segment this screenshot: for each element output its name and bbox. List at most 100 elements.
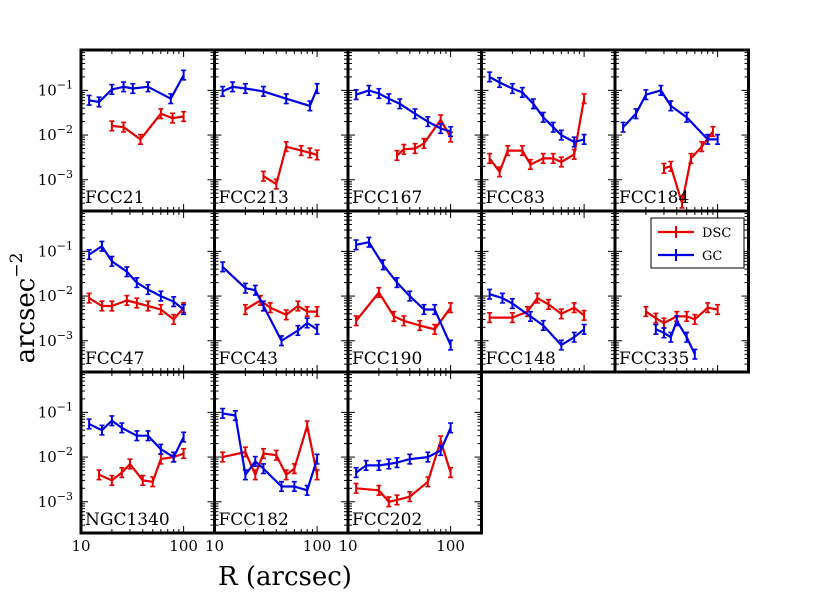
x-tick-label: 100 — [169, 537, 198, 555]
y-tick-label-base: 10 — [38, 332, 57, 350]
panel-fcc184: FCC184 — [613, 48, 750, 213]
y-tick-label-base: 10 — [38, 81, 57, 99]
y-tick-label-exponent: −2 — [57, 445, 73, 458]
y-tick-label-exponent: −3 — [57, 168, 73, 181]
y-axis-title-base: arcsec — [11, 278, 41, 364]
panel-label: FCC202 — [352, 510, 422, 530]
panel-frame — [613, 209, 750, 374]
gc-series-line — [221, 266, 318, 342]
gc-series-line — [355, 427, 452, 474]
dsc-series-line — [488, 98, 586, 173]
panel-data — [643, 302, 721, 360]
panel-frame — [213, 370, 350, 535]
y-tick-label: 10−1 — [38, 400, 73, 421]
x-tick-label: 100 — [303, 537, 332, 555]
panel-data — [353, 84, 454, 162]
panel-data — [487, 71, 587, 178]
y-axis-title-exponent: −2 — [7, 253, 27, 278]
gc-series-line — [489, 75, 585, 144]
gc-series-line — [88, 74, 185, 104]
dsc-series-line — [396, 118, 452, 157]
panel-label: FCC21 — [85, 188, 144, 208]
y-tick-label-base: 10 — [38, 287, 57, 305]
panel-label: FCC184 — [619, 188, 689, 208]
gc-series-line — [355, 89, 451, 133]
panel-fcc213: FCC213 — [213, 48, 350, 213]
panel-frame — [346, 209, 483, 374]
y-tick-label-exponent: −2 — [57, 123, 73, 136]
x-tick-label: 10 — [71, 537, 90, 555]
panel-data — [220, 81, 320, 190]
panel-frame — [480, 209, 617, 374]
panel-label: FCC47 — [85, 349, 144, 369]
panel-frame — [79, 370, 216, 535]
panel-label: NGC1340 — [85, 510, 170, 530]
panel-fcc202: FCC202 10 100 — [338, 370, 483, 555]
panel-frame — [346, 370, 483, 535]
y-tick-label-base: 10 — [38, 448, 57, 466]
panel-data — [353, 236, 454, 351]
panel-data — [487, 288, 587, 351]
panel-fcc335: FCC335 DSC GC — [613, 209, 750, 374]
y-tick-label-base: 10 — [38, 126, 57, 144]
gc-series-line — [655, 319, 696, 355]
panel-fcc182: FCC182 10 100 — [205, 370, 350, 555]
panel-frame — [213, 209, 350, 374]
panel-fcc190: FCC190 — [346, 209, 483, 374]
y-tick-label-base: 10 — [38, 403, 57, 421]
panel-fcc43: FCC43 — [213, 209, 350, 374]
gc-series-line — [489, 293, 585, 347]
dsc-series-line — [489, 297, 585, 319]
y-tick-label-exponent: −1 — [57, 78, 73, 91]
panel-data — [86, 415, 187, 488]
panel-frame — [346, 48, 483, 213]
y-tick-label-exponent: −3 — [57, 329, 73, 342]
y-tick-label: 10−3 — [38, 490, 73, 511]
gc-series-line — [622, 89, 718, 141]
legend-label-dsc: DSC — [702, 226, 731, 241]
dsc-series-line — [356, 439, 452, 503]
y-tick-label-exponent: −1 — [57, 239, 73, 252]
x-axis-title: R (arcsec) — [218, 562, 352, 592]
panel-label: FCC335 — [619, 349, 689, 369]
panel-label: FCC148 — [486, 349, 556, 369]
panel-label: FCC83 — [486, 188, 545, 208]
y-tick-label-exponent: −1 — [57, 400, 73, 413]
y-tick-label: 10−3 — [38, 329, 73, 350]
x-tick-label: 100 — [436, 537, 465, 555]
panel-frame — [213, 48, 350, 213]
y-tick-label: 10−3 — [38, 168, 73, 189]
panel-fcc83: FCC83 — [480, 48, 617, 213]
y-axis-title: arcsec−2 — [7, 253, 41, 364]
panel-label: FCC190 — [352, 349, 422, 369]
legend-box — [650, 217, 745, 269]
legend: DSC GC — [650, 217, 745, 269]
dsc-series-line — [645, 306, 718, 325]
y-tick-label-base: 10 — [38, 242, 57, 260]
y-tick-label: 10−2 — [38, 284, 73, 305]
y-tick-label-base: 10 — [38, 493, 57, 511]
y-tick-label: 10−1 — [38, 78, 73, 99]
y-tick-label: 10−2 — [38, 123, 73, 144]
y-tick-label-base: 10 — [38, 171, 57, 189]
panel-label: FCC167 — [352, 188, 422, 208]
y-tick-label-exponent: −3 — [57, 490, 73, 503]
panel-data — [353, 422, 454, 508]
dsc-series-line — [111, 112, 184, 141]
x-tick-label: 10 — [338, 537, 357, 555]
panel-data — [86, 240, 187, 326]
panel-frame — [480, 48, 617, 213]
panel-label: FCC213 — [219, 188, 289, 208]
y-tick-label: 10−1 — [38, 239, 73, 260]
dsc-series-line — [663, 130, 714, 205]
gc-series-line — [222, 85, 319, 108]
dsc-series-line — [222, 424, 319, 476]
panel-data — [220, 261, 320, 347]
panel-fcc167: FCC167 — [346, 48, 483, 213]
gc-series-line — [222, 412, 319, 492]
